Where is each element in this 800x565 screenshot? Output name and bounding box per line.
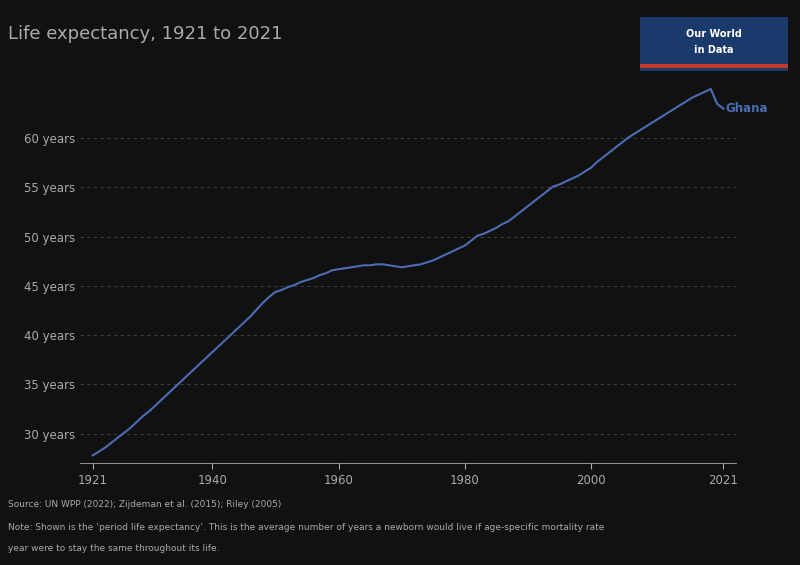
- Text: Our World: Our World: [686, 29, 742, 39]
- Text: Note: Shown is the ‘period life expectancy’. This is the average number of years: Note: Shown is the ‘period life expectan…: [8, 523, 604, 532]
- Text: Ghana: Ghana: [726, 102, 768, 115]
- Text: Life expectancy, 1921 to 2021: Life expectancy, 1921 to 2021: [8, 25, 282, 44]
- Text: in Data: in Data: [694, 45, 734, 55]
- Text: year were to stay the same throughout its life.: year were to stay the same throughout it…: [8, 544, 219, 553]
- Text: Source: UN WPP (2022); Zijdeman et al. (2015); Riley (2005): Source: UN WPP (2022); Zijdeman et al. (…: [8, 500, 282, 509]
